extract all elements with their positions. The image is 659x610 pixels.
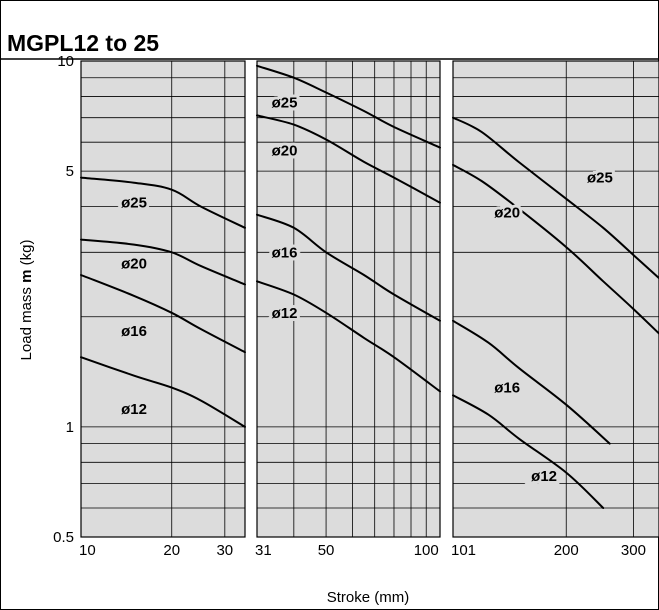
x-tick-label: 101: [451, 542, 476, 559]
x-tick-label: 20: [163, 542, 180, 559]
panel-2: ø25 ø20 ø16 ø12: [256, 60, 441, 538]
panel-1: ø25 ø20 ø16 ø12: [80, 60, 246, 538]
x-tick-label: 300: [621, 542, 646, 559]
y-tick-label: 1: [66, 419, 74, 436]
series-line-20: [80, 238, 246, 286]
y-axis-label: Load mass m (kg): [18, 240, 35, 361]
panel-background: [452, 60, 659, 538]
series-label-20: ø20: [494, 205, 520, 222]
series-line-16: [452, 319, 611, 445]
chart-panels: ø25 ø20 ø16 ø12 ø25 ø20 ø16 ø12 ø25 ø20 ø16 ø12: [80, 60, 659, 538]
x-tick-label: 50: [318, 542, 335, 559]
series-label-12: ø12: [531, 468, 557, 485]
series-label-16: ø16: [121, 323, 147, 340]
series-label-12: ø12: [121, 401, 147, 418]
series-line-12: [80, 356, 246, 428]
x-tick-label: 200: [554, 542, 579, 559]
series-label-25: ø25: [121, 195, 147, 212]
series-label-12: ø12: [272, 305, 298, 322]
series-label-20: ø20: [272, 142, 298, 159]
series-label-16: ø16: [494, 380, 520, 397]
panel-background: [256, 60, 441, 538]
panel-background: [80, 60, 246, 538]
panel-3: ø25 ø20 ø16 ø12: [452, 60, 659, 538]
y-tick-label: 10: [57, 53, 74, 70]
y-tick-label: 0.5: [53, 529, 74, 546]
series-label-25: ø25: [272, 95, 298, 112]
series-label-25: ø25: [587, 170, 613, 187]
y-axis-label-unit: (kg): [18, 240, 35, 270]
tick-labels: 10 20 30 31 50 100 101 200 300 10 5 1 0.5: [53, 53, 646, 559]
x-tick-label: 30: [216, 542, 233, 559]
series-line-25: [256, 64, 441, 149]
x-tick-label: 10: [79, 542, 96, 559]
y-axis-label-prefix: Load mass: [18, 283, 35, 361]
series-line-25: [452, 116, 659, 280]
series-label-20: ø20: [121, 255, 147, 272]
series-line-12: [452, 394, 605, 509]
series-label-16: ø16: [272, 244, 298, 261]
y-tick-label: 5: [66, 163, 74, 180]
x-axis-label: Stroke (mm): [327, 589, 410, 606]
series-line-16: [80, 274, 246, 354]
series-line-16: [256, 213, 441, 322]
series-line-20: [452, 163, 659, 335]
series-line-25: [80, 176, 246, 229]
x-tick-label: 100: [414, 542, 439, 559]
y-axis-label-symbol: m: [18, 270, 35, 283]
x-tick-label: 31: [255, 542, 272, 559]
series-line-20: [256, 114, 441, 204]
series-line-12: [256, 280, 441, 393]
chart-title: MGPL12 to 25: [7, 30, 159, 56]
